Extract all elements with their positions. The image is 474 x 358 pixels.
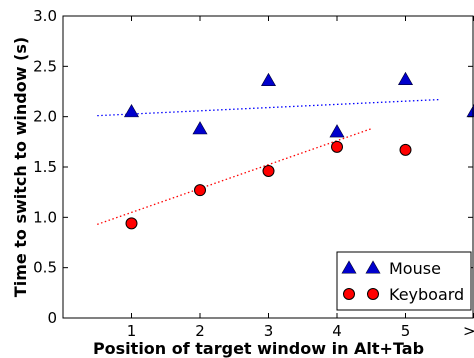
mouse-trend-line	[97, 98, 440, 117]
x-tick-label: 5	[401, 322, 411, 340]
keyboard-point	[262, 165, 275, 178]
y-tick-label: 0	[47, 309, 57, 327]
x-tick-label: 1	[127, 322, 137, 340]
y-tick-label: 3.0	[33, 7, 57, 25]
x-tick-label: 4	[332, 322, 342, 340]
keyboard-point	[331, 140, 343, 153]
y-axis-label: Time to switch to window (s)	[11, 37, 30, 297]
keyboard-trend-line	[97, 128, 372, 225]
mouse-point	[192, 121, 208, 135]
legend-mouse-marker	[341, 260, 357, 274]
mouse-point	[123, 104, 140, 118]
x-tick-label: 2	[195, 322, 205, 340]
y-tick-label: 0.5	[33, 259, 57, 277]
mouse-point	[466, 104, 474, 118]
legend-keyboard-marker	[343, 288, 355, 300]
legend-keyboard-marker	[367, 288, 379, 300]
legend-mouse-marker	[365, 260, 381, 274]
keyboard-point	[194, 184, 206, 197]
x-tick-label: 3	[264, 322, 274, 340]
mouse-point	[329, 124, 345, 138]
y-tick-label: 2.5	[33, 57, 57, 75]
legend: Mouse Keyboard	[336, 251, 472, 311]
mouse-point	[260, 72, 277, 86]
x-tick-label: >5	[463, 322, 474, 340]
axis-ticks: 0 0.5 1.0 1.5 2.0 2.5 3.0 1 2 3 4 5 >5	[33, 7, 474, 340]
legend-keyboard-label: Keyboard	[389, 285, 464, 304]
y-tick-label: 2.0	[33, 108, 57, 126]
y-tick-label: 1.0	[33, 208, 57, 226]
plot-marks	[97, 71, 474, 230]
keyboard-point	[125, 217, 138, 230]
legend-mouse-label: Mouse	[389, 259, 441, 278]
mouse-point	[397, 71, 414, 85]
legend-box	[336, 251, 472, 311]
keyboard-point	[399, 143, 412, 156]
x-axis-label: Position of target window in Alt+Tab	[93, 339, 424, 358]
y-tick-label: 1.5	[33, 158, 57, 176]
